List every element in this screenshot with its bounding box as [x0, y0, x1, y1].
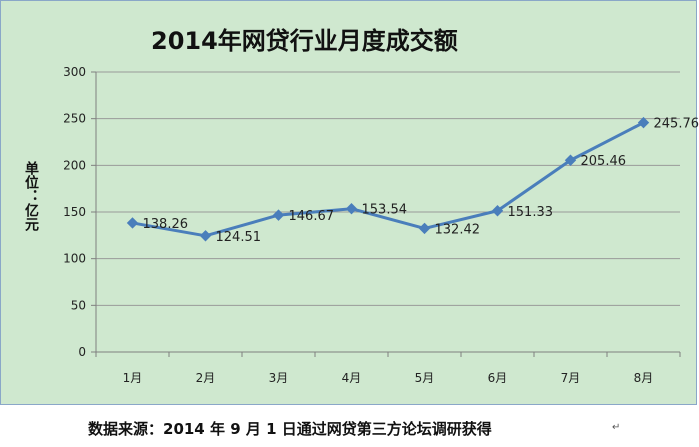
- data-label: 205.46: [581, 154, 627, 169]
- x-tick-label: 6月: [488, 371, 508, 385]
- data-label: 146.67: [289, 209, 335, 224]
- y-axis-label: 单位：亿元: [23, 161, 39, 231]
- data-label: 132.42: [435, 222, 481, 237]
- y-tick-label: 0: [78, 345, 86, 359]
- x-tick-label: 5月: [415, 371, 435, 385]
- y-tick-label: 300: [63, 65, 86, 79]
- y-tick-label: 150: [63, 205, 86, 219]
- source-text: 数据来源：2014 年 9 月 1 日通过网贷第三方论坛调研获得: [88, 420, 492, 438]
- y-tick-label: 250: [63, 112, 86, 126]
- paragraph-mark-icon: ↵: [612, 422, 621, 433]
- source-note: 数据来源：2014 年 9 月 1 日通过网贷第三方论坛调研获得 ↵: [0, 408, 699, 447]
- x-tick-label: 7月: [561, 371, 581, 385]
- line-chart: 0 50 100 150 200 250 300 1月 2月 3月 4月 5月 6月 7月 8月 138.26…: [63, 65, 699, 385]
- data-point-marker: [199, 230, 212, 242]
- data-label: 124.51: [216, 230, 262, 245]
- x-tick-label: 8月: [634, 371, 654, 385]
- chart-title: 2014年网贷行业月度成交额: [151, 27, 458, 55]
- data-point-marker: [491, 205, 504, 217]
- x-tick-label: 1月: [123, 371, 143, 385]
- data-label: 138.26: [143, 217, 189, 232]
- data-label: 151.33: [508, 205, 554, 220]
- data-point-marker: [564, 154, 577, 166]
- data-point-marker: [345, 202, 358, 215]
- y-tick-label: 50: [71, 298, 86, 312]
- data-point-marker: [126, 217, 139, 229]
- y-tick-label: 200: [63, 158, 86, 172]
- x-tick-label: 3月: [269, 371, 289, 385]
- data-label: 245.76: [654, 117, 699, 132]
- data-point-marker: [272, 209, 285, 221]
- data-label: 153.54: [362, 203, 408, 218]
- series-line: [132, 121, 645, 238]
- x-tick-label: 4月: [342, 371, 362, 385]
- data-point-marker: [418, 222, 431, 235]
- x-tick-label: 2月: [196, 371, 216, 385]
- data-point-marker: [637, 116, 650, 129]
- chart-area: 2014年网贷行业月度成交额 单位：亿元: [0, 0, 697, 405]
- y-tick-label: 100: [63, 252, 86, 266]
